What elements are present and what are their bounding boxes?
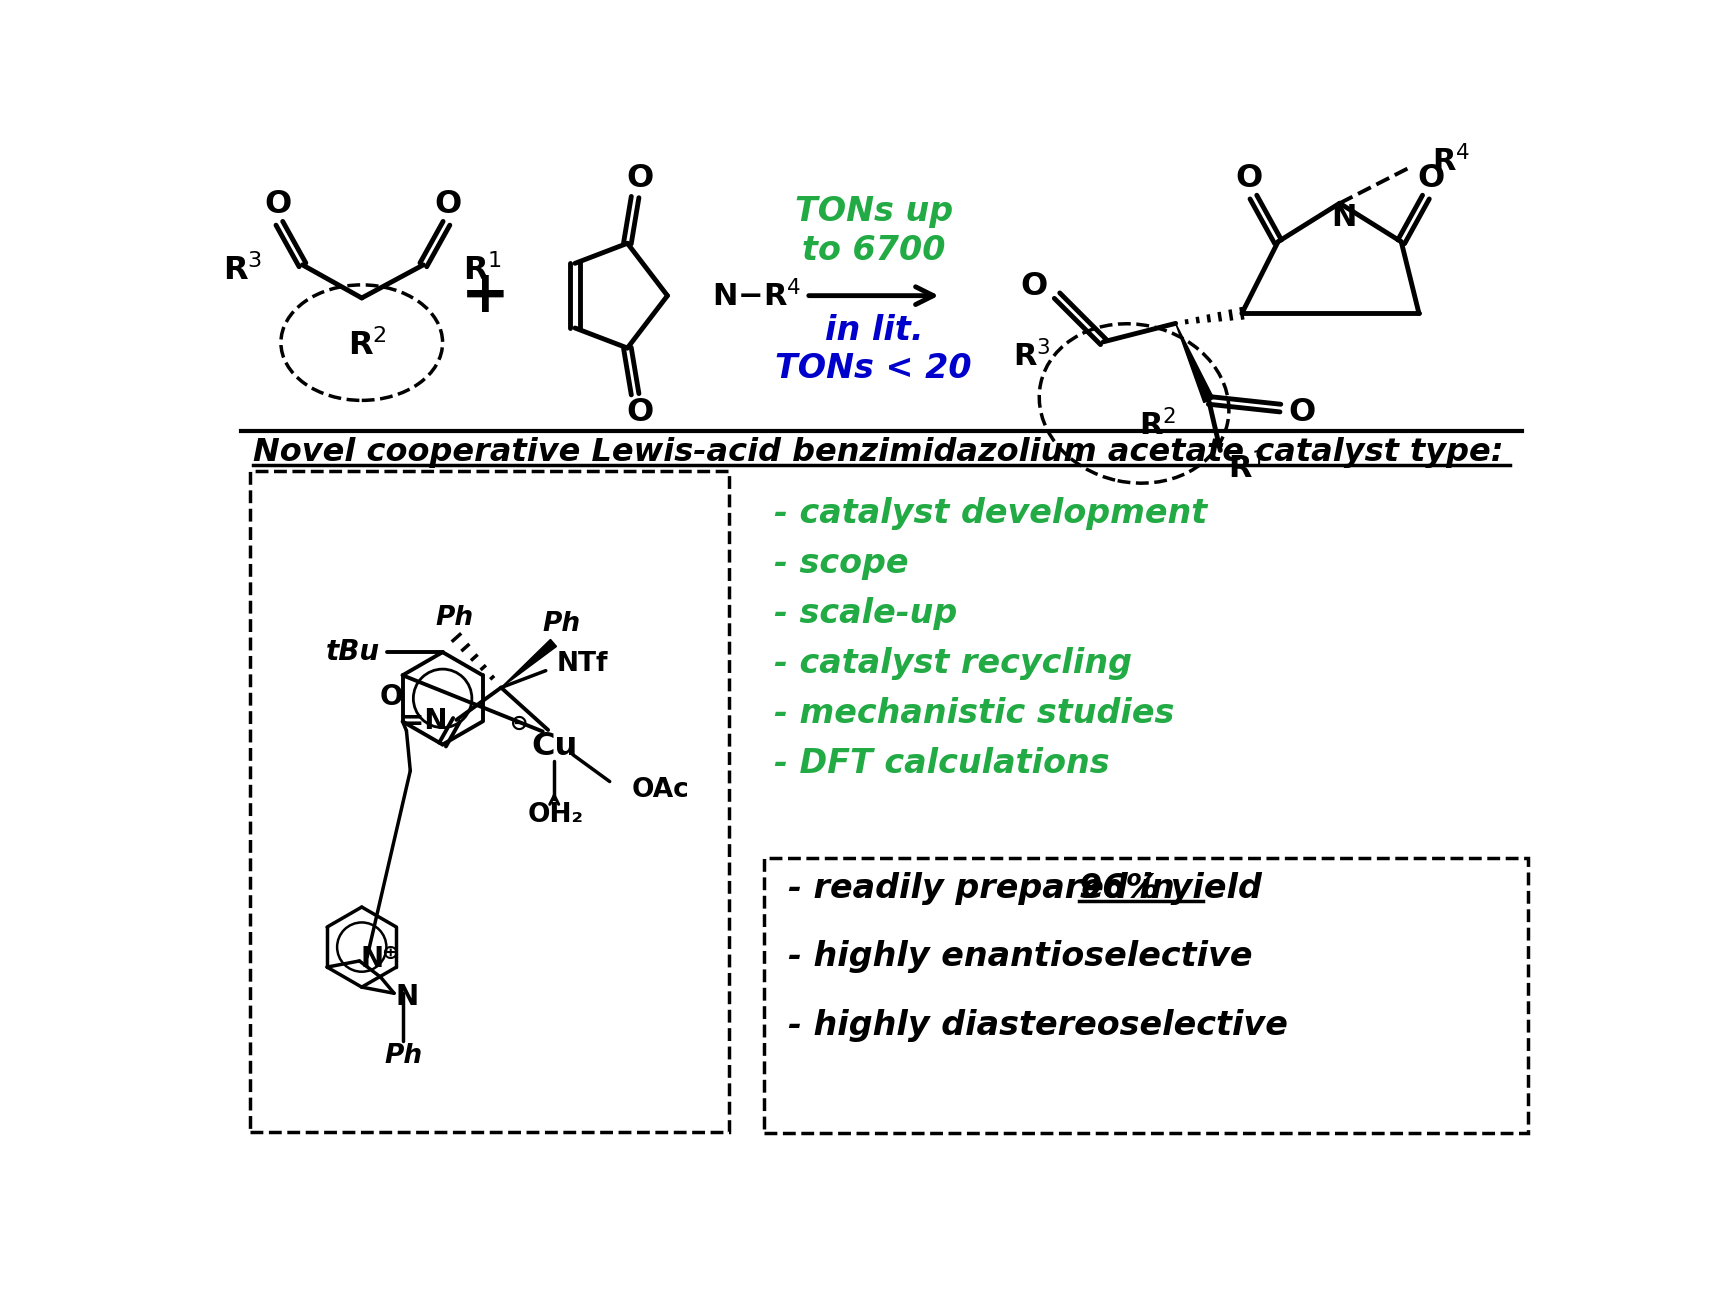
Text: +: + [461,267,509,324]
Text: 96% yield: 96% yield [1078,872,1261,905]
Text: N−R$^4$: N−R$^4$ [712,280,802,312]
Text: ⊕: ⊕ [380,943,399,963]
Text: Ph: Ph [435,605,475,631]
Text: OAc: OAc [631,778,690,804]
Text: N: N [396,984,418,1011]
Text: N: N [1331,202,1355,232]
Polygon shape [1176,324,1214,403]
Text: O: O [1288,397,1316,428]
Text: O: O [380,683,404,710]
Text: OH₂: OH₂ [528,802,583,828]
Text: in lit.
TONs < 20: in lit. TONs < 20 [776,314,972,385]
Text: R$^1$: R$^1$ [463,255,502,288]
Text: - highly diastereoselective: - highly diastereoselective [788,1010,1288,1042]
Text: O: O [265,189,291,220]
Text: R$^2$: R$^2$ [1139,408,1176,441]
Text: R$^4$: R$^4$ [1433,145,1471,178]
Text: Ph: Ph [384,1043,423,1069]
Text: O: O [626,397,654,428]
Text: NTf: NTf [557,652,609,678]
Text: tBu: tBu [325,638,380,666]
Text: - catalyst recycling: - catalyst recycling [774,647,1132,680]
Text: O: O [1235,163,1262,194]
Text: O: O [1020,271,1047,302]
Text: O: O [626,163,654,194]
Text: TONs up
to 6700: TONs up to 6700 [795,196,953,267]
Text: Ph: Ph [542,612,580,638]
Text: ⊖: ⊖ [509,714,528,734]
Text: =N: =N [401,708,447,735]
Text: - scale-up: - scale-up [774,597,956,630]
Polygon shape [501,639,557,688]
Text: N: N [361,945,384,973]
Text: R$^1$: R$^1$ [1228,452,1266,485]
Text: O: O [435,189,461,220]
Text: R$^3$: R$^3$ [224,255,263,288]
Text: Novel cooperative Lewis-acid benzimidazolium acetate catalyst type:: Novel cooperative Lewis-acid benzimidazo… [253,437,1503,468]
Text: - readily prepared in: - readily prepared in [788,872,1185,905]
Bar [764,858,1529,1134]
Text: Cu: Cu [531,731,578,762]
Text: O: O [1417,163,1445,194]
Text: - highly enantioselective: - highly enantioselective [788,940,1252,973]
Text: R$^2$: R$^2$ [349,329,387,362]
Bar [249,472,729,1131]
Text: - catalyst development: - catalyst development [774,498,1207,530]
Text: R$^3$: R$^3$ [1013,340,1051,372]
Text: - DFT calculations: - DFT calculations [774,748,1109,780]
Text: - scope: - scope [774,547,908,581]
Text: - mechanistic studies: - mechanistic studies [774,697,1175,730]
